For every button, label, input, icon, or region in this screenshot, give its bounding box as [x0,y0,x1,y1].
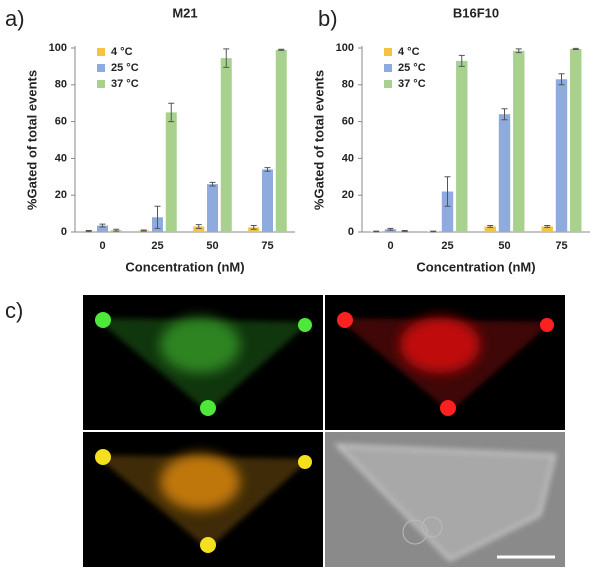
error-bar [501,108,508,121]
legend-label: 37 °C [111,78,139,90]
x-tick-label: 0 [387,240,393,252]
error-bar [113,228,120,232]
legend-label: 25 °C [398,62,426,74]
x-tick-label: 75 [555,240,567,252]
y-tick-label: 0 [348,226,354,238]
chart-title: B16F10 [453,5,499,20]
x-tick-label: 75 [261,240,273,252]
error-bar [487,225,494,228]
micrograph-merge [83,432,323,567]
x-tick-label: 50 [206,240,218,252]
error-bar [458,54,465,67]
bar [220,58,232,233]
panel-label: c) [5,298,23,323]
error-bar [444,176,451,207]
panel-label: b) [318,6,338,31]
bar [570,48,582,232]
legend-label: 25 °C [111,62,139,74]
legend-swatch [384,80,392,88]
micrograph-green [83,295,323,430]
y-tick-label: 100 [49,42,67,54]
error-bar [278,48,285,51]
legend-swatch [384,64,392,72]
x-axis-label: Concentration (nM) [125,259,244,274]
legend-swatch [384,48,392,56]
y-axis-label: %Gated of total events [24,70,39,210]
error-bar [250,225,257,230]
bar [97,225,108,232]
micrograph-dic [325,432,565,567]
y-tick-label: 40 [342,152,354,164]
legend-label: 4 °C [398,46,420,58]
bar [498,114,511,232]
y-tick-label: 60 [342,116,354,128]
chart-title: M21 [172,5,197,20]
bar [165,112,177,232]
error-bar [373,230,380,233]
bar [555,79,568,232]
error-bar [154,205,161,229]
y-tick-label: 60 [55,116,67,128]
error-bar [558,73,565,86]
bar [484,226,496,232]
error-bar [99,223,106,228]
y-tick-label: 0 [61,226,67,238]
error-bar [85,230,92,233]
error-bar [430,230,437,233]
legend-label: 37 °C [398,78,426,90]
bar [456,60,468,232]
error-bar [264,167,271,172]
error-bar [401,230,408,233]
y-tick-label: 20 [342,189,354,201]
error-bar [515,48,522,54]
error-bar [209,181,216,187]
bar [207,184,218,232]
y-tick-label: 80 [342,79,354,91]
bar [275,49,287,233]
error-bar [168,102,175,123]
legend-swatch [97,64,105,72]
x-axis-label: Concentration (nM) [416,259,535,274]
y-tick-label: 80 [55,79,67,91]
bar [541,226,553,232]
legend-label: 4 °C [111,46,133,58]
micrograph-red [325,295,565,430]
x-tick-label: 25 [151,240,163,252]
y-axis-label: %Gated of total events [311,70,326,210]
error-bar [195,224,202,229]
y-tick-label: 20 [55,189,67,201]
bar [262,169,273,232]
legend-swatch [97,48,105,56]
error-bar [223,48,230,68]
x-tick-label: 25 [441,240,453,252]
y-tick-label: 100 [336,42,354,54]
error-bar [572,47,579,50]
error-bar [544,225,551,228]
panel-label: a) [5,6,25,31]
bar [513,50,525,233]
bar [193,226,205,232]
legend-swatch [97,80,105,88]
bar [441,191,454,232]
y-tick-label: 40 [55,152,67,164]
error-bar [140,229,147,232]
x-tick-label: 0 [99,240,105,252]
error-bar [387,227,394,231]
x-tick-label: 50 [498,240,510,252]
